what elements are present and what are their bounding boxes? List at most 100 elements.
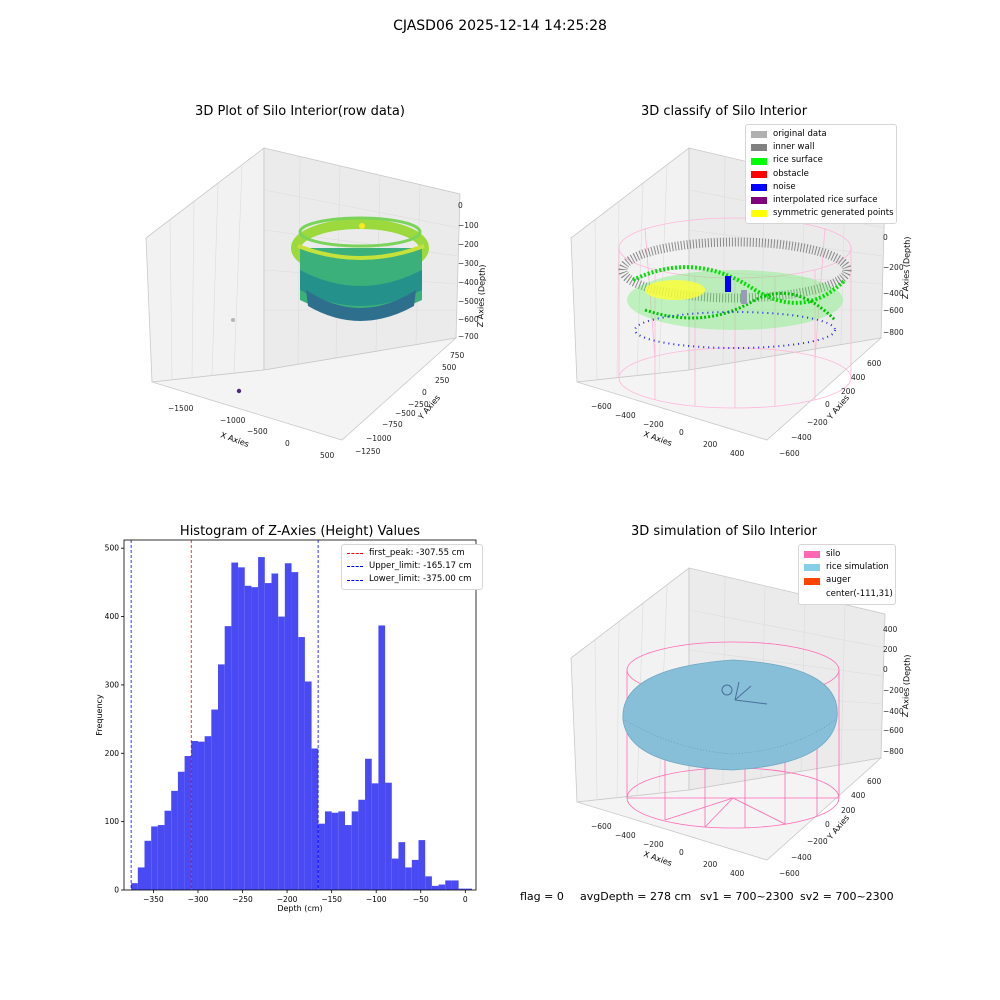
histogram-bar	[211, 709, 219, 890]
histogram-bar	[137, 867, 145, 890]
histogram-bar	[218, 664, 225, 890]
raw-x-axis-label: X Axies	[219, 430, 250, 449]
raw-z-tick: −300	[458, 259, 479, 268]
raw-x-tick: −500	[247, 427, 268, 436]
histogram-bar	[458, 888, 466, 890]
histogram-bar	[465, 888, 472, 890]
histogram-bar	[324, 811, 332, 890]
legend-label: Upper_limit: -165.17 cm	[369, 561, 472, 572]
classify-z-tick: −600	[883, 306, 904, 315]
histogram-bar	[251, 587, 259, 890]
legend-label: interpolated rice surface	[773, 195, 878, 206]
histogram-bar	[131, 883, 138, 890]
simulation-x-tick: 0	[679, 848, 684, 857]
histogram-bar	[284, 563, 292, 890]
histogram-bar	[378, 625, 386, 890]
footer-avg-depth: avgDepth = 278 cm	[580, 890, 692, 903]
histogram-bar	[318, 823, 325, 890]
raw-z-tick-labels: 0 −100 −200 −300 −400 −500 −600 −700	[458, 201, 479, 341]
histogram-bar	[385, 782, 392, 890]
legend-item: rice simulation	[804, 561, 890, 574]
classify-x-tick: −200	[643, 420, 664, 429]
classify-z-tick: 0	[883, 233, 888, 242]
legend-label: Lower_limit: -375.00 cm	[369, 574, 472, 585]
histogram-bar	[271, 573, 279, 890]
legend-swatch	[804, 577, 820, 585]
histogram-bar	[391, 858, 399, 890]
legend-label: auger	[826, 575, 851, 586]
raw-z-tick: −500	[458, 297, 479, 306]
legend-item: silo	[804, 548, 890, 561]
histogram-bar	[291, 572, 299, 890]
histogram-bar	[338, 811, 346, 890]
histogram-bar	[197, 741, 205, 890]
simulation-z-tick: −400	[883, 707, 904, 716]
legend-item: symmetric generated points	[751, 207, 894, 220]
simulation-z-axis-label: Z Axies (Depth)	[901, 654, 912, 717]
raw-z-tick: −700	[458, 332, 479, 341]
histogram-x-ticks: −350 −300 −250 −200 −150 −100 −50 0	[143, 890, 468, 904]
histogram-bar	[438, 884, 446, 890]
histogram-y-tick-label: 0	[114, 886, 119, 895]
raw-y-tick: 0	[422, 388, 427, 397]
histogram-frame	[123, 539, 477, 891]
histogram-bar	[451, 880, 459, 890]
histogram-bar	[171, 790, 178, 890]
legend-item: center(-111,31)	[804, 588, 893, 601]
simulation-z-tick: 0	[883, 665, 888, 674]
histogram-bar	[411, 859, 419, 890]
histogram-bar	[331, 812, 339, 890]
histogram-bar	[278, 616, 285, 890]
legend-item: noise	[751, 181, 891, 194]
classify-z-tick: −200	[883, 263, 904, 272]
simulation-y-tick: 0	[825, 820, 830, 829]
legend-label: noise	[773, 181, 796, 192]
simulation-y-tick: −600	[779, 869, 800, 878]
histogram-bar	[231, 562, 239, 890]
histogram-x-tick-label: −200	[277, 895, 298, 904]
footer-flag: flag = 0	[520, 890, 564, 903]
legend-item: obstacle	[751, 168, 891, 181]
legend-label: center(-111,31)	[826, 588, 893, 599]
raw-y-tick-labels: 750 500 250 0 −250 −500 −750 −1000 −1250	[355, 351, 465, 456]
histogram-y-tick-label: 100	[105, 817, 120, 826]
simulation-rice-surface	[622, 659, 838, 771]
classify-y-tick: −400	[791, 433, 812, 442]
histogram-x-tick-label: −300	[188, 895, 209, 904]
classify-y-tick: −600	[779, 449, 800, 458]
legend-label: symmetric generated points	[773, 208, 894, 219]
histogram-bar	[358, 799, 366, 890]
simulation-legend: silo rice simulation auger center(-111,3…	[798, 544, 896, 605]
histogram-x-axis-label: Depth (cm)	[277, 904, 322, 913]
classify-y-tick: 400	[851, 373, 866, 382]
raw-x-tick: −1000	[220, 416, 246, 425]
histogram-chart: −350 −300 −250 −200 −150 −100 −50 0 0 100 200 300 4…	[95, 539, 477, 913]
classify-x-tick-labels: −600 −400 −200 0 200 400	[591, 402, 745, 458]
legend-swatch	[751, 210, 767, 218]
simulation-z-tick: −800	[883, 747, 904, 756]
raw-x-tick: 0	[285, 439, 290, 448]
histogram-bar	[418, 840, 426, 890]
histogram-x-tick-label: −100	[366, 895, 387, 904]
raw-x-tick-labels: −1500 −1000 −500 0 500	[168, 404, 335, 460]
histogram-x-tick-label: −150	[321, 895, 342, 904]
raw-z-axis-label: Z Axies (Depth)	[476, 264, 487, 327]
simulation-x-tick: −200	[643, 840, 664, 849]
raw-x-tick: 500	[320, 451, 335, 460]
raw-z-tick: −400	[458, 278, 479, 287]
histogram-bar	[345, 825, 352, 890]
classify-z-tick: −400	[883, 289, 904, 298]
raw-y-tick: −1250	[355, 447, 381, 456]
legend-item: original data	[751, 128, 891, 141]
legend-label: obstacle	[773, 168, 809, 179]
raw-z-tick: −600	[458, 315, 479, 324]
histogram-bar	[151, 826, 158, 890]
histogram-bar	[238, 567, 245, 890]
histogram-bar	[224, 626, 232, 890]
simulation-y-tick: 200	[841, 806, 856, 815]
histogram-bar	[371, 783, 379, 890]
classify-y-tick: 200	[841, 387, 856, 396]
simulation-z-tick: −200	[883, 686, 904, 695]
histogram-bar	[311, 748, 319, 890]
raw-plot-title: 3D Plot of Silo Interior(row data)	[195, 104, 405, 119]
